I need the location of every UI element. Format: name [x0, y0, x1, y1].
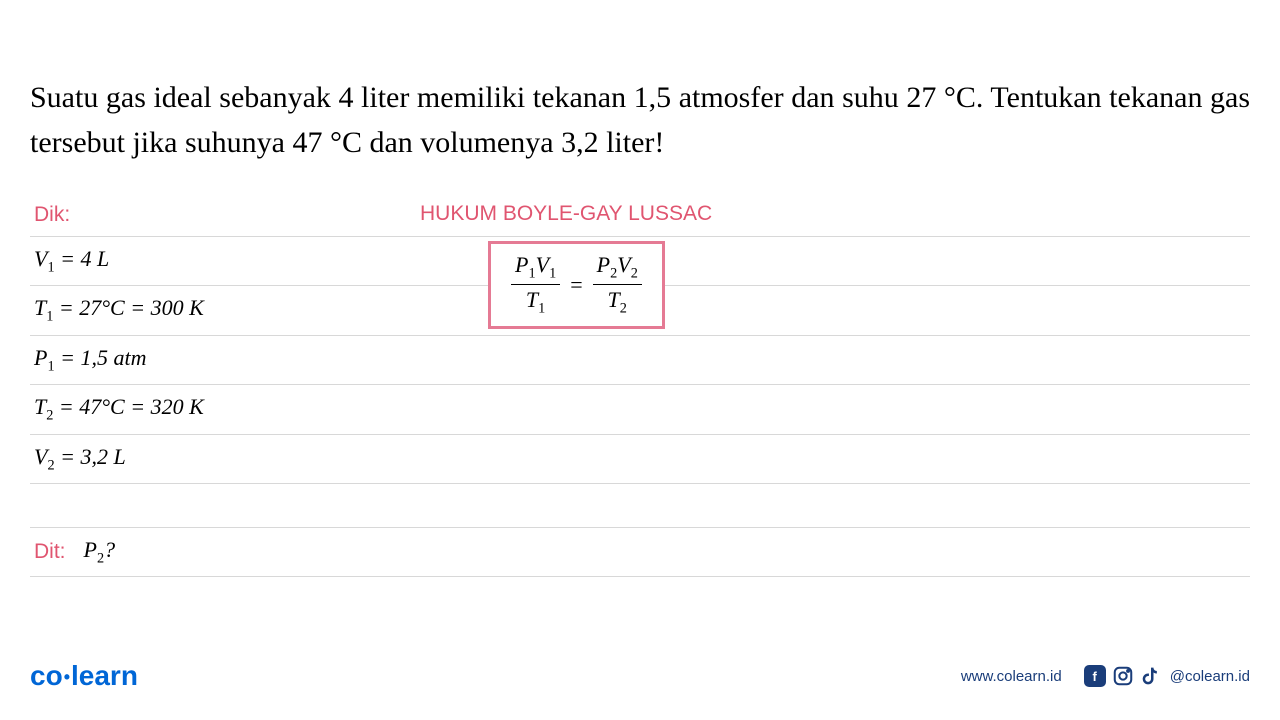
- asked-row: Dit: P2?: [30, 528, 1250, 577]
- asked-label: Dit:: [34, 540, 66, 564]
- known-expr: T2 = 47°C = 320 K: [34, 394, 204, 424]
- known-row-v2: V2 = 3,2 L: [30, 435, 1250, 484]
- known-label: Dik:: [34, 203, 70, 227]
- formula-equation: P1V1 T1 = P2V2 T2: [511, 252, 642, 318]
- formula-box: P1V1 T1 = P2V2 T2: [488, 241, 665, 329]
- colearn-logo: co•learn: [30, 660, 138, 692]
- known-expr: P1 = 1,5 atm: [34, 345, 146, 375]
- solution-table: Dik: V1 = 4 L T1 = 27°C = 300 K P1 = 1,5…: [30, 193, 1250, 577]
- known-expr: V1 = 4 L: [34, 246, 109, 276]
- social-handle: @colearn.id: [1170, 668, 1250, 685]
- known-expr: T1 = 27°C = 300 K: [34, 295, 204, 325]
- tiktok-icon: [1140, 665, 1162, 687]
- known-row-p1: P1 = 1,5 atm: [30, 336, 1250, 385]
- law-title: HUKUM BOYLE-GAY LUSSAC: [420, 202, 712, 226]
- known-expr: V2 = 3,2 L: [34, 444, 126, 474]
- question-text: Suatu gas ideal sebanyak 4 liter memilik…: [30, 75, 1250, 165]
- asked-expr: P2?: [84, 537, 116, 567]
- social-links: f @colearn.id: [1084, 665, 1250, 687]
- footer: co•learn www.colearn.id f @colearn.id: [0, 660, 1280, 692]
- facebook-icon: f: [1084, 665, 1106, 687]
- website-url: www.colearn.id: [961, 668, 1062, 685]
- empty-row: [30, 484, 1250, 528]
- known-row-t2: T2 = 47°C = 320 K: [30, 385, 1250, 434]
- instagram-icon: [1112, 665, 1134, 687]
